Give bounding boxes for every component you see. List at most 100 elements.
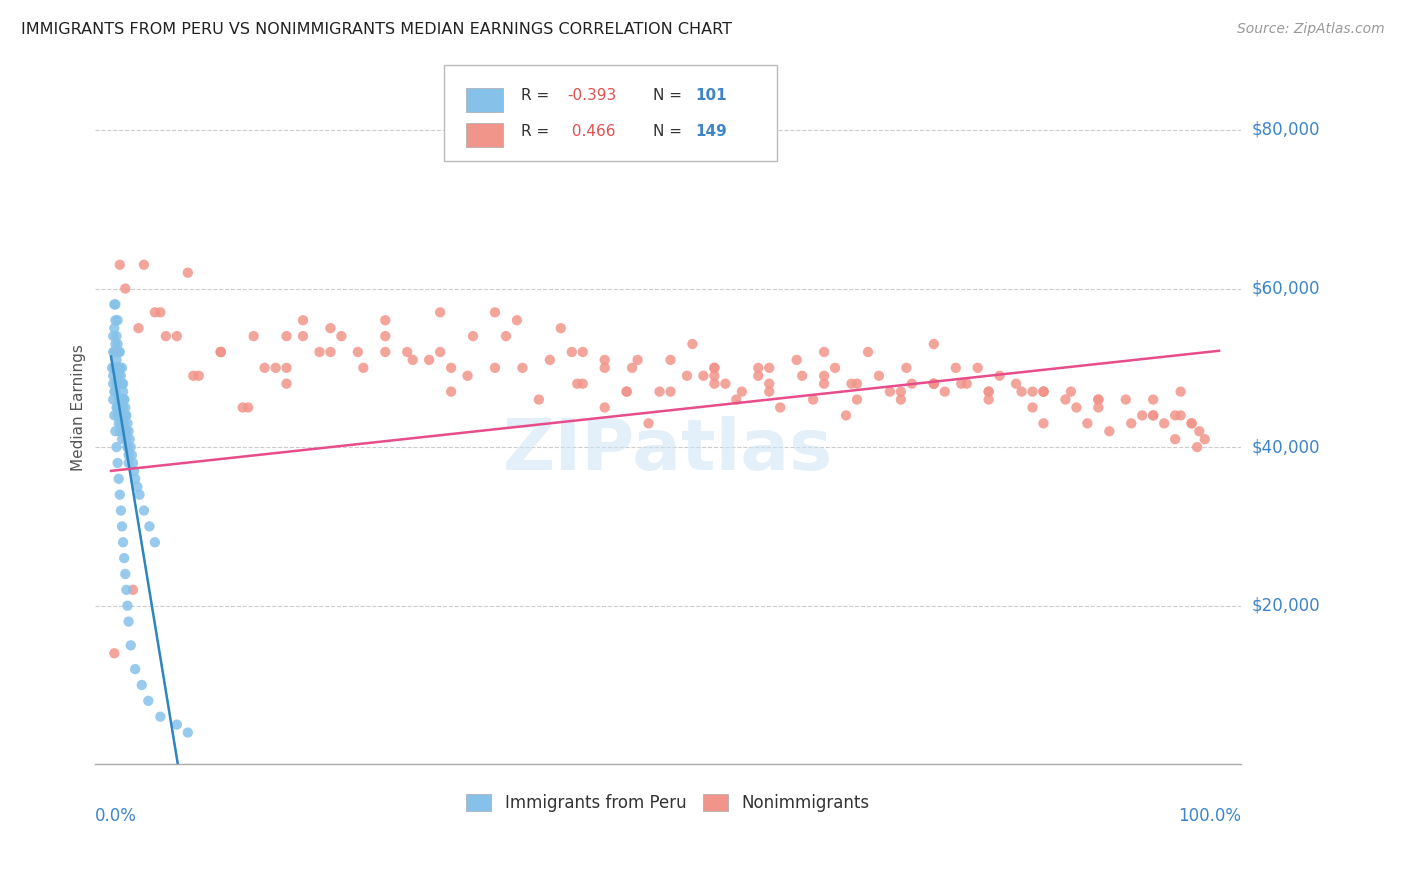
Point bbox=[561, 345, 583, 359]
Point bbox=[593, 360, 616, 375]
Point bbox=[747, 360, 769, 375]
Point bbox=[879, 384, 901, 399]
Text: $80,000: $80,000 bbox=[1253, 121, 1320, 139]
Point bbox=[681, 337, 703, 351]
Point bbox=[103, 384, 125, 399]
Point bbox=[120, 638, 142, 652]
Point bbox=[725, 392, 748, 407]
Point bbox=[104, 360, 127, 375]
Point bbox=[127, 321, 149, 335]
Point bbox=[111, 409, 134, 423]
Point bbox=[107, 376, 129, 391]
Point bbox=[103, 360, 125, 375]
Point bbox=[111, 360, 134, 375]
Point bbox=[103, 409, 125, 423]
Point bbox=[1170, 384, 1192, 399]
Point bbox=[813, 368, 835, 383]
Point bbox=[616, 384, 638, 399]
Point bbox=[922, 376, 945, 391]
Point bbox=[512, 360, 534, 375]
Point bbox=[901, 376, 924, 391]
Point bbox=[846, 376, 869, 391]
Point bbox=[1194, 432, 1216, 446]
Point bbox=[107, 409, 129, 423]
Point bbox=[593, 401, 616, 415]
Point bbox=[922, 376, 945, 391]
Point bbox=[103, 321, 125, 335]
Text: 101: 101 bbox=[696, 88, 727, 103]
Point bbox=[114, 566, 136, 581]
Point bbox=[111, 392, 134, 407]
Point bbox=[758, 360, 780, 375]
Point bbox=[429, 345, 451, 359]
Text: $60,000: $60,000 bbox=[1253, 279, 1320, 298]
Point bbox=[103, 345, 125, 359]
Point bbox=[104, 313, 127, 327]
Legend: Immigrants from Peru, Nonimmigrants: Immigrants from Peru, Nonimmigrants bbox=[458, 785, 877, 820]
Point bbox=[115, 409, 138, 423]
Point bbox=[118, 432, 141, 446]
Point bbox=[107, 456, 129, 470]
Point bbox=[108, 424, 131, 438]
Point bbox=[506, 313, 529, 327]
Point bbox=[209, 345, 232, 359]
Point bbox=[242, 329, 264, 343]
Text: $20,000: $20,000 bbox=[1253, 597, 1320, 615]
Point bbox=[131, 678, 153, 692]
Point bbox=[114, 409, 136, 423]
Point bbox=[105, 352, 128, 367]
Point bbox=[112, 376, 135, 391]
Point bbox=[1005, 376, 1028, 391]
Point bbox=[128, 488, 150, 502]
Text: 149: 149 bbox=[696, 124, 727, 139]
Point bbox=[108, 401, 131, 415]
Point bbox=[105, 345, 128, 359]
Point bbox=[149, 709, 172, 723]
Point bbox=[319, 321, 342, 335]
Point bbox=[1142, 409, 1164, 423]
Point bbox=[232, 401, 254, 415]
Text: IMMIGRANTS FROM PERU VS NONIMMIGRANTS MEDIAN EARNINGS CORRELATION CHART: IMMIGRANTS FROM PERU VS NONIMMIGRANTS ME… bbox=[21, 22, 733, 37]
Text: R =: R = bbox=[522, 88, 554, 103]
Point bbox=[177, 725, 200, 739]
Point bbox=[111, 432, 134, 446]
Point bbox=[112, 535, 135, 549]
Point bbox=[122, 582, 145, 597]
Point bbox=[105, 401, 128, 415]
Point bbox=[103, 297, 125, 311]
Point bbox=[648, 384, 671, 399]
Point bbox=[786, 352, 808, 367]
Point bbox=[253, 360, 276, 375]
Point bbox=[703, 376, 725, 391]
Point bbox=[330, 329, 353, 343]
Text: N =: N = bbox=[652, 124, 686, 139]
Point bbox=[107, 345, 129, 359]
Point bbox=[659, 384, 682, 399]
Point bbox=[703, 360, 725, 375]
Point bbox=[571, 376, 593, 391]
Point bbox=[418, 352, 440, 367]
Point bbox=[484, 360, 506, 375]
Point bbox=[117, 424, 139, 438]
Point bbox=[890, 392, 912, 407]
Point bbox=[117, 599, 139, 613]
Point bbox=[124, 662, 146, 676]
Point bbox=[108, 488, 131, 502]
Point bbox=[966, 360, 988, 375]
Point bbox=[122, 456, 145, 470]
Point bbox=[1142, 392, 1164, 407]
Point bbox=[1011, 384, 1033, 399]
Point bbox=[107, 313, 129, 327]
Point bbox=[132, 503, 155, 517]
Point bbox=[956, 376, 979, 391]
Point bbox=[107, 368, 129, 383]
Point bbox=[112, 392, 135, 407]
Point bbox=[117, 440, 139, 454]
Point bbox=[276, 329, 298, 343]
Point bbox=[103, 368, 125, 383]
Point bbox=[1060, 384, 1083, 399]
Point bbox=[374, 345, 396, 359]
Point bbox=[550, 321, 572, 335]
Point bbox=[103, 329, 125, 343]
Point bbox=[149, 305, 172, 319]
